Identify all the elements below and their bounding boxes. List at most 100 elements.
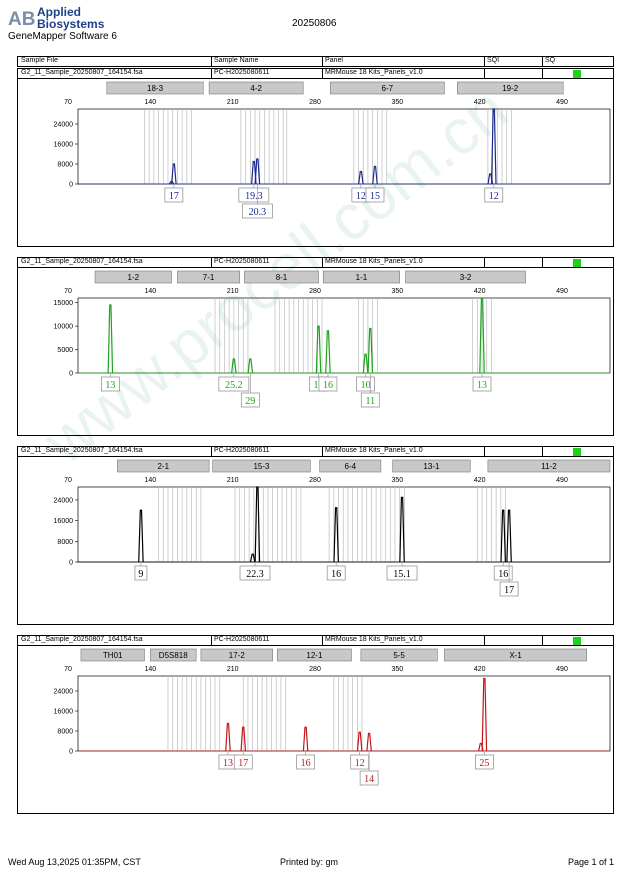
allele-call-label: 12 <box>355 758 365 769</box>
panel-name: MRMouse 18 Kits_Panels_v1.0 <box>325 636 423 643</box>
allele-call-box <box>493 565 513 581</box>
allele-call-label: 16 <box>301 758 311 769</box>
allele-call-label: 13 <box>105 380 115 391</box>
allele-call-label: 12 <box>489 191 499 202</box>
locus-label: 12-1 <box>306 651 323 660</box>
locus-bar <box>212 459 311 473</box>
signal-peak <box>333 507 339 563</box>
locus-label: 17-2 <box>229 651 246 660</box>
signal-peak <box>247 358 254 374</box>
locus-label: D5S818 <box>159 651 188 660</box>
allele-call-label: 16 <box>331 569 341 580</box>
col-sample-file: Sample File <box>21 57 58 64</box>
y-tick-label: 24000 <box>54 689 74 696</box>
y-tick-label: 8000 <box>57 729 73 736</box>
x-tick-label: 210 <box>227 99 239 106</box>
allele-call-label: 10 <box>361 380 371 391</box>
panel-title-row: G2_11_Sample_20250807_164154.fsa PC-H202… <box>18 69 613 79</box>
allele-call-box <box>360 392 380 408</box>
panel-name: MRMouse 18 Kits_Panels_v1.0 <box>325 69 423 76</box>
x-tick-label: 280 <box>309 666 321 673</box>
applied-biosystems-logo: AB Applied Biosystems <box>8 5 118 36</box>
allele-call-box <box>242 203 273 219</box>
panel-name: MRMouse 18 Kits_Panels_v1.0 <box>325 447 423 454</box>
allele-call-label: 20.3 <box>249 207 267 218</box>
locus-label: 5-5 <box>393 651 405 660</box>
signal-peak <box>315 325 322 374</box>
locus-bar <box>150 648 197 662</box>
allele-call-label: 14 <box>364 774 374 785</box>
panel-title-row: G2_11_Sample_20250807_164154.fsa PC-H202… <box>18 258 613 268</box>
footer-printed-by: Printed by: gm <box>280 857 339 867</box>
locus-label: 7-1 <box>203 273 215 282</box>
x-tick-label: 280 <box>309 477 321 484</box>
allele-call-box <box>233 754 253 770</box>
x-tick-label: 140 <box>144 666 156 673</box>
footer-timestamp: Wed Aug 13,2025 01:35PM, CST <box>8 857 141 867</box>
quality-flag <box>573 259 581 267</box>
allele-call-box <box>239 565 271 581</box>
x-tick-label: 140 <box>144 99 156 106</box>
signal-peak <box>325 330 331 374</box>
signal-peak <box>367 327 374 374</box>
sample-name: PC-H2025080611 <box>214 636 270 643</box>
y-tick-label: 16000 <box>54 142 74 149</box>
y-tick-label: 0 <box>69 560 73 567</box>
allele-call-label: 17 <box>238 758 248 769</box>
allele-call-box <box>359 770 379 786</box>
x-tick-label: 70 <box>64 99 72 106</box>
locus-label: 6-4 <box>345 462 357 471</box>
y-tick-label: 15000 <box>54 300 74 307</box>
electropherogram-panel-green: G2_11_Sample_20250807_164154.fsa PC-H202… <box>17 257 614 436</box>
x-tick-label: 490 <box>556 99 568 106</box>
locus-bar <box>392 459 471 473</box>
allele-call-label: 16 <box>323 380 333 391</box>
y-tick-label: 16000 <box>54 709 74 716</box>
locus-bar <box>277 648 352 662</box>
electropherogram-panel-blue: G2_11_Sample_20250807_164154.fsa PC-H202… <box>17 68 614 247</box>
allele-call-box <box>296 754 315 770</box>
electropherogram-panel-black: G2_11_Sample_20250807_164154.fsa PC-H202… <box>17 446 614 625</box>
electropherogram-chart: 18-3 4-2 6-7 19-2 70 140 210 280 350 420 490 0 8000 1… <box>54 81 611 219</box>
allele-call-box <box>238 187 270 203</box>
x-tick-label: 420 <box>474 477 486 484</box>
sample-file: G2_11_Sample_20250807_164154.fsa <box>21 447 143 454</box>
x-tick-label: 70 <box>64 666 72 673</box>
allele-call-box <box>499 581 519 597</box>
y-tick-label: 8000 <box>57 539 73 546</box>
allele-call-label: 11 <box>365 396 375 407</box>
x-tick-label: 70 <box>64 477 72 484</box>
sample-file: G2_11_Sample_20250807_164154.fsa <box>21 69 143 76</box>
locus-bar <box>319 459 382 473</box>
col-panel: Panel <box>325 57 343 64</box>
allele-call-box <box>472 376 492 392</box>
locus-label: 15-3 <box>253 462 270 471</box>
signal-peak <box>240 726 247 752</box>
x-tick-label: 210 <box>227 288 239 295</box>
locus-label: 2-1 <box>157 462 169 471</box>
allele-call-label: 13 <box>477 380 487 391</box>
plot-frame <box>77 675 611 752</box>
column-header-row: Sample File Sample Name Panel SQI SQ <box>17 56 614 67</box>
allele-call-box <box>386 565 418 581</box>
locus-bar <box>200 648 273 662</box>
allele-call-box <box>365 187 385 203</box>
panel-title-row: G2_11_Sample_20250807_164154.fsa PC-H202… <box>18 447 613 457</box>
col-sample-name: Sample Name <box>214 57 259 64</box>
y-tick-label: 24000 <box>54 122 74 129</box>
x-tick-label: 420 <box>474 288 486 295</box>
electropherogram-panel-red: G2_11_Sample_20250807_164154.fsa PC-H202… <box>17 635 614 814</box>
plot-frame <box>77 108 611 185</box>
locus-label: 8-1 <box>276 273 288 282</box>
x-tick-label: 350 <box>391 288 403 295</box>
locus-bar <box>177 270 241 284</box>
allele-call-label: 16 <box>498 569 508 580</box>
allele-call-box <box>350 754 370 770</box>
plot-frame <box>77 297 611 374</box>
allele-call-label: 19.3 <box>245 191 262 202</box>
locus-bar <box>94 270 172 284</box>
electropherogram-chart: 1-2 7-1 8-1 1-1 3-2 70 140 210 280 350 420 490 0 5000… <box>54 270 611 408</box>
locus-bar <box>80 648 145 662</box>
signal-peak <box>500 509 506 563</box>
x-tick-label: 420 <box>474 99 486 106</box>
